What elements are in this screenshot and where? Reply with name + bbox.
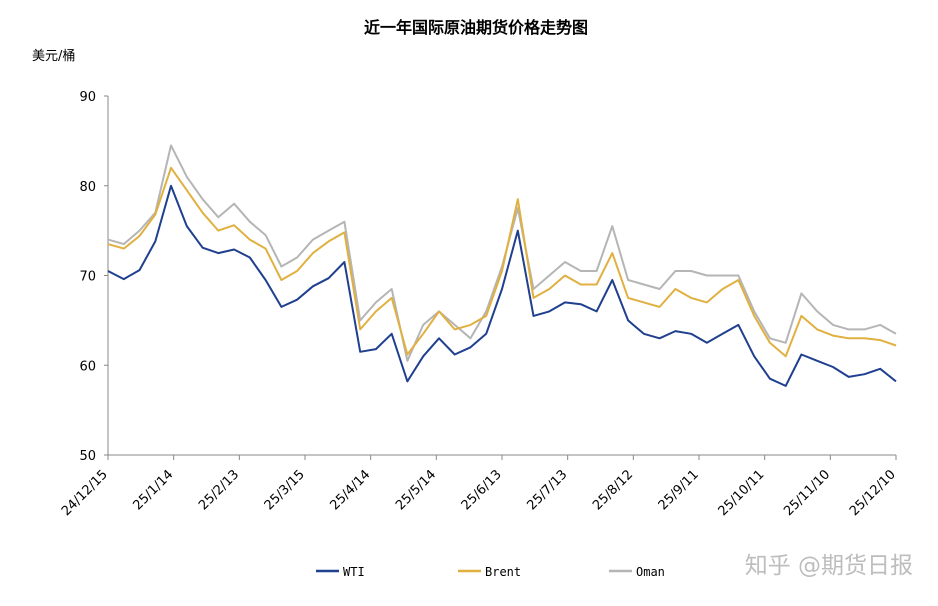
x-tick-label: 25/6/13 xyxy=(459,467,505,513)
x-tick-label: 25/7/13 xyxy=(524,467,570,513)
x-tick-label: 25/3/15 xyxy=(262,467,308,513)
x-axis: 24/12/15 25/1/14 25/2/13 25/3/15 25/4/14 25/5… xyxy=(59,454,899,519)
y-tick-label: 90 xyxy=(79,90,96,105)
plot-area xyxy=(107,144,897,387)
x-tick-label: 25/8/12 xyxy=(590,467,636,513)
x-tick-label: 25/9/11 xyxy=(656,467,702,513)
y-tick-label: 50 xyxy=(79,449,96,464)
y-tick-label: 80 xyxy=(79,180,96,195)
watermark-text: 知乎 @期货日报 xyxy=(745,553,913,579)
y-axis: 50 60 70 80 90 xyxy=(79,90,109,464)
x-tick-label: 25/4/14 xyxy=(327,467,373,513)
x-tick-label: 25/5/14 xyxy=(393,467,439,513)
x-tick-label: 25/1/14 xyxy=(130,467,176,513)
y-tick-label: 70 xyxy=(79,270,96,285)
x-tick-label: 25/12/10 xyxy=(847,467,899,519)
y-axis-unit-label: 美元/桶 xyxy=(32,49,75,64)
x-tick-label: 25/11/10 xyxy=(781,467,833,519)
series-line-oman xyxy=(107,144,897,362)
legend-label-oman: Oman xyxy=(636,565,665,579)
legend-label-brent: Brent xyxy=(485,565,521,579)
y-tick-label: 60 xyxy=(79,359,96,374)
x-tick-label: 25/10/11 xyxy=(716,467,768,519)
series-line-wti xyxy=(107,184,897,387)
legend-label-wti: WTI xyxy=(343,565,365,579)
chart-title: 近一年国际原油期货价格走势图 xyxy=(364,18,588,37)
x-tick-label: 25/2/13 xyxy=(196,467,242,513)
legend: WTI Brent Oman xyxy=(316,565,665,579)
series-line-brent xyxy=(107,166,897,358)
x-tick-label: 24/12/15 xyxy=(59,467,111,519)
